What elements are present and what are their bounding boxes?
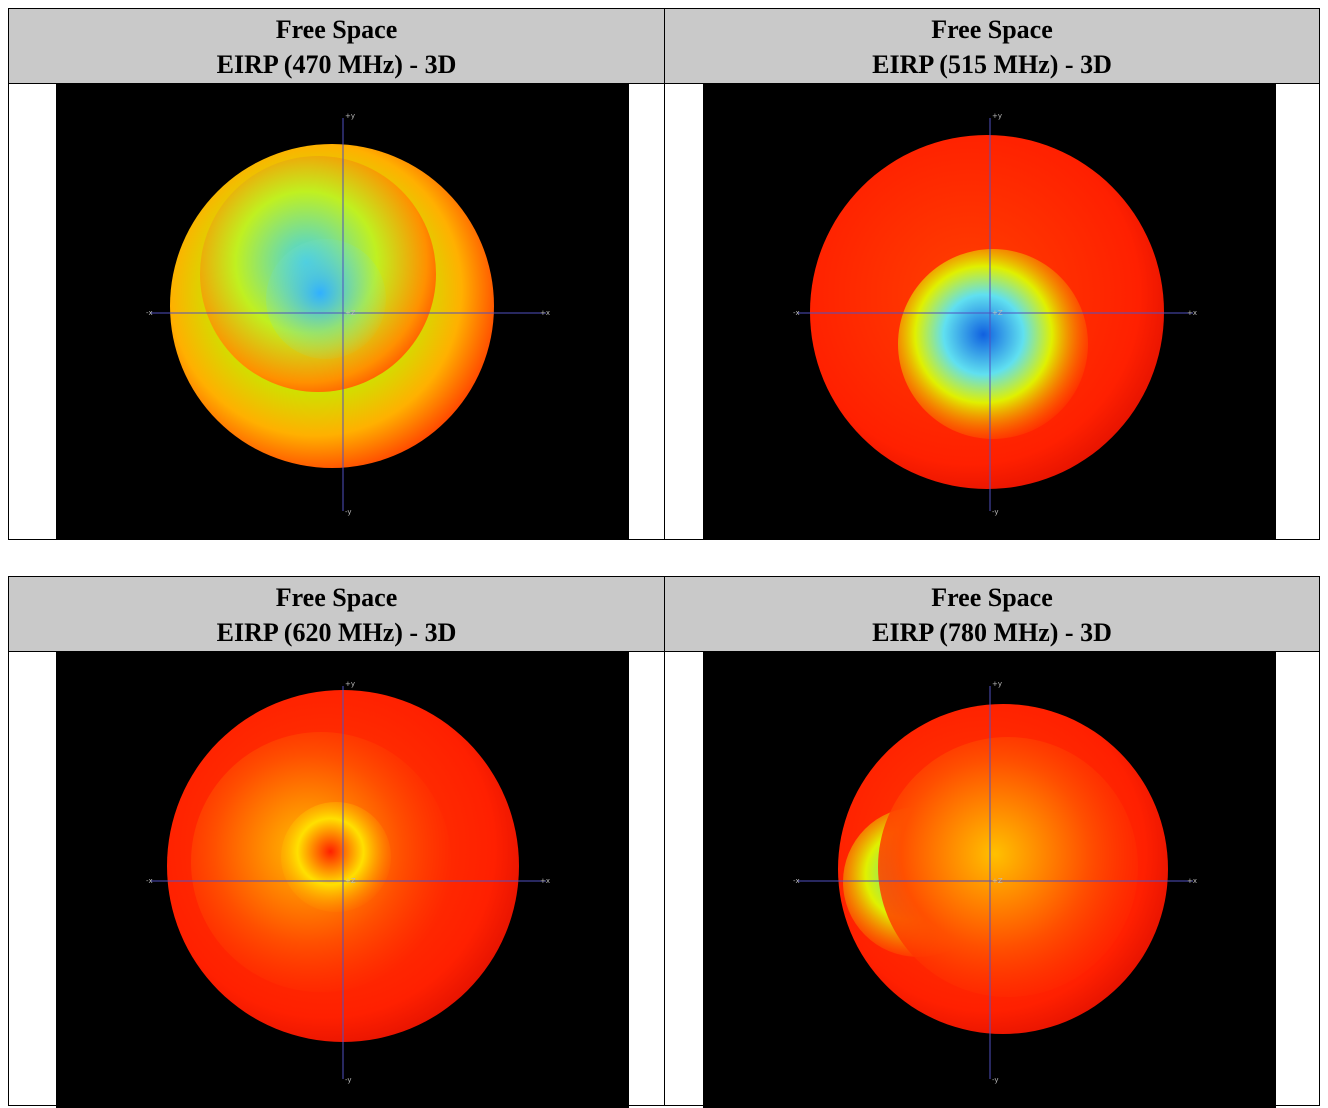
axis-label: -x <box>146 877 153 885</box>
axis-label: +Z <box>992 309 1003 317</box>
header-line: Free Space <box>275 583 398 612</box>
cell-header: Free Space EIRP (470 MHz) - 3D <box>9 9 664 84</box>
pattern-plot: +y -x +x +Z -y <box>146 112 550 516</box>
header-line: Free Space <box>931 15 1053 44</box>
table-cell: Free Space EIRP (515 MHz) - 3D +y -x +x +Z -y <box>664 9 1319 540</box>
axis-label: +y <box>345 680 355 688</box>
header-line: EIRP (780 MHz) - 3D <box>872 618 1112 647</box>
radiation-pattern-image: +y -x +x +Z -y <box>703 84 1276 540</box>
axis-label: -x <box>793 877 800 885</box>
header-line: EIRP (620 MHz) - 3D <box>216 618 457 647</box>
radiation-pattern-image: +y -x +x +Z -y <box>56 652 629 1108</box>
table-cell: Free Space EIRP (780 MHz) - 3D +y -x +x +Z -y <box>664 577 1319 1108</box>
axis-label: -x <box>793 309 800 317</box>
axis-label: +Z <box>345 309 356 317</box>
header-line: EIRP (515 MHz) - 3D <box>872 50 1112 79</box>
table: Free Space EIRP (620 MHz) - 3D +y -x +x +Z -y F… <box>8 576 1320 1108</box>
radiation-pattern-image: +y -x +x +Z -y <box>703 652 1276 1108</box>
axis-label: +Z <box>345 877 356 885</box>
header-line: Free Space <box>275 15 398 44</box>
table-cell: Free Space EIRP (620 MHz) - 3D +y -x +x +Z -y <box>9 577 664 1108</box>
pattern-plot: +y -x +x +Z -y <box>146 680 550 1084</box>
radiation-pattern-image: +y -x +x +Z -y <box>56 84 629 540</box>
axis-label: +y <box>992 112 1002 120</box>
axis-label: +x <box>1187 309 1197 317</box>
cell-header: Free Space EIRP (780 MHz) - 3D <box>665 577 1319 652</box>
axis-label: +y <box>992 680 1002 688</box>
axis-label: +x <box>1187 877 1197 885</box>
axis-label: +Z <box>992 877 1003 885</box>
table: Free Space EIRP (470 MHz) - 3D +y -x +x +Z -y F… <box>8 8 1320 540</box>
axis-label: -y <box>992 508 999 516</box>
axis-label: -x <box>146 309 153 317</box>
header-line: EIRP (470 MHz) - 3D <box>216 50 457 79</box>
cell-header: Free Space EIRP (515 MHz) - 3D <box>665 9 1319 84</box>
pattern-lobe <box>878 737 1138 997</box>
pattern-lobe <box>281 802 391 912</box>
pattern-plot: +y -x +x +Z -y <box>793 112 1197 516</box>
header-line: Free Space <box>931 583 1053 612</box>
axis-label: +x <box>540 309 550 317</box>
pattern-lobe <box>898 249 1088 439</box>
axis-label: -y <box>345 508 352 516</box>
table-cell: Free Space EIRP (470 MHz) - 3D +y -x +x +Z -y <box>9 9 664 540</box>
cell-header: Free Space EIRP (620 MHz) - 3D <box>9 577 664 652</box>
axis-label: -y <box>992 1076 999 1084</box>
axis-label: +x <box>540 877 550 885</box>
axis-label: +y <box>345 112 355 120</box>
axis-label: -y <box>345 1076 352 1084</box>
pattern-plot: +y -x +x +Z -y <box>793 680 1197 1084</box>
pattern-lobe <box>266 239 386 359</box>
